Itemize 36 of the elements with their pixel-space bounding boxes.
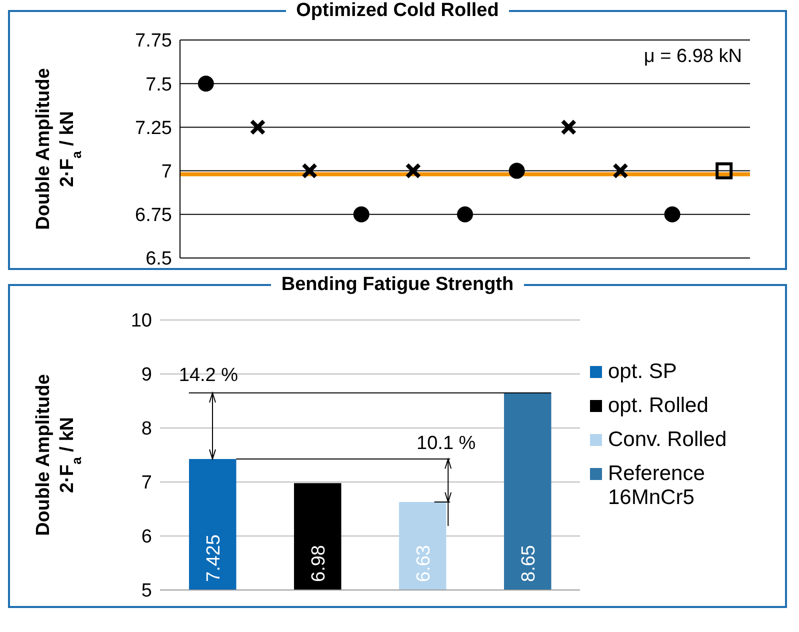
legend-label: Conv. Rolled — [608, 428, 727, 452]
point — [612, 162, 628, 179]
point — [198, 76, 214, 92]
point — [664, 206, 680, 222]
point — [508, 162, 525, 179]
legend-label: opt. Rolled — [608, 394, 708, 418]
point — [560, 119, 577, 136]
chart-title: Optimized Cold Rolled — [286, 0, 509, 21]
y-tick-label: 8 — [141, 418, 152, 440]
annotation: 14.2 % — [178, 364, 238, 386]
legend-label: opt. SP — [608, 360, 677, 384]
point — [716, 162, 733, 180]
y-tick-label: 7.25 — [135, 118, 172, 139]
y-tick-label: 9 — [141, 364, 152, 386]
point — [250, 119, 266, 136]
y-tick-label: 7 — [161, 162, 172, 183]
y-tick-label: 6.5 — [146, 248, 172, 270]
data-label: 6.98 — [308, 545, 330, 582]
annotation: 10.1 % — [416, 433, 476, 454]
y-tick-label: 7 — [141, 472, 152, 494]
point — [405, 162, 422, 179]
y-tick-label: 6 — [141, 526, 152, 548]
point — [302, 162, 318, 179]
y-tick-label: 7.5 — [146, 74, 172, 96]
y-tick-label: 10 — [130, 310, 152, 332]
data-label: 8.65 — [518, 545, 540, 582]
data-label: 6.63 — [414, 545, 435, 582]
point — [353, 206, 370, 222]
data-label: 7.425 — [204, 534, 225, 582]
point — [457, 206, 473, 222]
y-tick-label: 6.75 — [135, 205, 172, 226]
y-tick-label: 7.75 — [135, 30, 172, 52]
annotation: μ = 6.98 kN — [644, 46, 742, 67]
legend-label: Reference 16MnCr5 — [608, 462, 706, 510]
chart-title: Bending Fatigue Strength — [271, 274, 524, 295]
y-tick-label: 5 — [141, 580, 152, 602]
